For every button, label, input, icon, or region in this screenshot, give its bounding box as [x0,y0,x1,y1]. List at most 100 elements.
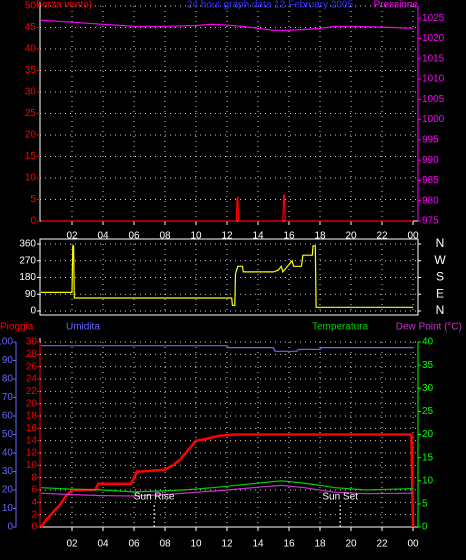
y3-tick-label: 90 [2,355,14,366]
y2-tick-label: 10 [422,475,434,486]
x-tick-label: 14 [252,539,264,550]
y2-tick-label: 1020 [422,33,445,44]
x-tick-label: 22 [376,231,388,242]
series-line [39,433,415,528]
x-tick-label: 02 [66,231,78,242]
y3-tick-label: 30 [2,466,14,477]
y3-tick-label: 60 [2,411,14,422]
y2-tick-label: 1005 [422,94,445,105]
y2-tick-label: 20 [422,429,434,440]
legend-entry: Pressione [374,0,419,11]
y-tick-label: 26 [26,361,38,372]
series-line [40,484,414,497]
legend-entry: Temperatura [312,322,369,333]
y2-tick-label: 0 [422,522,428,533]
y2-tick-label: 5 [422,499,428,510]
x-tick-label: 06 [128,539,140,550]
y-tick-label: 16 [26,423,38,434]
y-tick-label: 15 [25,151,37,162]
annotation-label: Sun Set [322,492,358,503]
series-line [41,245,413,308]
x-tick-label: 18 [314,231,326,242]
x-tick-label: 00 [407,539,419,550]
y2-tick-label: 995 [422,135,439,146]
y-tick-label: 20 [25,130,37,141]
x-tick-label: 00 [407,231,419,242]
y2-tick-label: 25 [422,406,434,417]
y2-tick-label: 1010 [422,74,445,85]
y-tick-label: 18 [26,411,38,422]
x-tick-label: 12 [221,539,233,550]
y3-tick-label: 70 [2,392,14,403]
y2-tick-label: 990 [422,155,439,166]
y3-tick-label: 100 [0,337,13,348]
chart-title: 24 hour graph data 12 February 2005 [187,0,354,11]
legend-entry: Forza vento) [36,0,92,11]
y2-tick-label: 30 [422,383,434,394]
x-tick-label: 22 [376,539,388,550]
y-tick-label: 0 [30,306,36,317]
y-tick-label: 20 [26,398,38,409]
y2-tick-label: 975 [422,216,439,227]
y-tick-label: 2 [31,509,37,520]
x-tick-label: 16 [283,539,295,550]
y2-tick-label: 1000 [422,114,445,125]
x-tick-label: 16 [283,231,295,242]
y2-tick-label: 1015 [422,53,445,64]
y-tick-label: 24 [26,374,38,385]
y-tick-label: 35 [25,65,37,76]
y2-tick-label: 980 [422,195,439,206]
x-tick-label: 18 [314,539,326,550]
y-tick-label: 270 [19,255,36,266]
y-tick-label: 0 [30,216,36,227]
y-tick-label: 50 [25,1,37,12]
y2-tick-label: N [436,236,445,250]
y-tick-label: 10 [26,460,38,471]
y-tick-label: 180 [19,272,36,283]
x-tick-label: 08 [159,231,171,242]
y-tick-label: 40 [25,44,37,55]
legend-entry: Dew Point (°C) [396,322,462,333]
y-tick-label: 30 [25,87,37,98]
x-tick-label: 20 [345,539,357,550]
y2-tick-label: W [434,253,446,267]
y-tick-label: 6 [31,485,37,496]
series-line [41,345,413,352]
y2-tick-label: 15 [422,452,434,463]
y-tick-label: 10 [25,173,37,184]
y-tick-label: 45 [25,22,37,33]
x-tick-label: 06 [128,231,140,242]
y-tick-label: 90 [25,289,37,300]
y-tick-label: 12 [26,448,38,459]
y-tick-label: 30 [26,337,38,348]
y3-tick-label: 80 [2,374,14,385]
x-tick-label: 10 [190,231,202,242]
y-tick-label: 0 [31,522,37,533]
y2-tick-label: 40 [422,337,434,348]
series-line [41,194,413,222]
y-tick-label: 4 [31,497,37,508]
y2-tick-label: 1025 [422,13,445,24]
series-line [40,19,414,31]
x-tick-label: 04 [97,539,109,550]
series-line [40,480,414,493]
y-tick-label: 360 [19,239,36,250]
y-tick-label: 5 [30,194,36,205]
x-tick-label: 14 [252,231,264,242]
y-tick-label: 25 [25,108,37,119]
plot-frame [39,238,419,316]
x-tick-label: 02 [66,539,78,550]
y3-tick-label: 0 [7,522,13,533]
y2-tick-label: S [436,270,444,284]
y2-tick-label: 35 [422,360,434,371]
legend-entry: Umidita [66,322,100,333]
legend-entry: Pioggia [0,322,34,333]
y3-tick-label: 20 [2,485,14,496]
y-tick-label: 8 [31,472,37,483]
x-tick-label: 12 [221,231,233,242]
y2-tick-label: N [436,303,445,317]
y2-tick-label: 985 [422,175,439,186]
y3-tick-label: 50 [2,429,14,440]
x-tick-label: 10 [190,539,202,550]
